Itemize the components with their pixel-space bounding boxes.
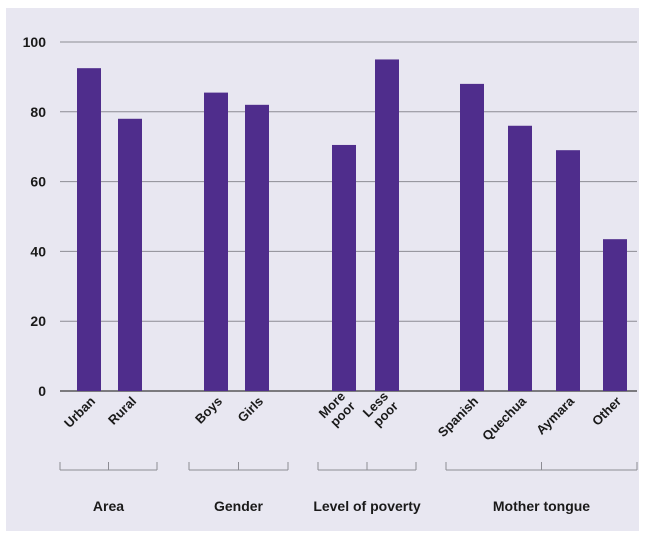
bar — [556, 150, 580, 391]
y-tick-label: 80 — [30, 104, 46, 120]
y-tick-label: 100 — [23, 34, 47, 50]
bars — [77, 59, 627, 392]
group-label: Level of poverty — [313, 498, 421, 514]
category-group-brackets: Area Gender Level of poverty Mother tongue — [59, 462, 638, 514]
y-tick-label: 40 — [30, 243, 46, 259]
bar — [204, 92, 228, 391]
group-label: Mother tongue — [493, 498, 590, 514]
bar — [508, 125, 532, 391]
bar — [332, 144, 356, 391]
y-tick-label: 60 — [30, 174, 46, 190]
bar — [118, 118, 142, 391]
group-label: Area — [93, 498, 124, 514]
bar — [460, 83, 484, 391]
bar — [77, 68, 101, 392]
bar — [603, 239, 627, 391]
bar — [375, 59, 399, 391]
y-axis-tick-labels: 0 20 40 60 80 100 — [23, 34, 47, 399]
group-label: Gender — [214, 498, 264, 514]
chart-background — [6, 8, 639, 531]
bar — [245, 104, 269, 391]
y-tick-label: 0 — [38, 383, 46, 399]
y-tick-label: 20 — [30, 313, 46, 329]
